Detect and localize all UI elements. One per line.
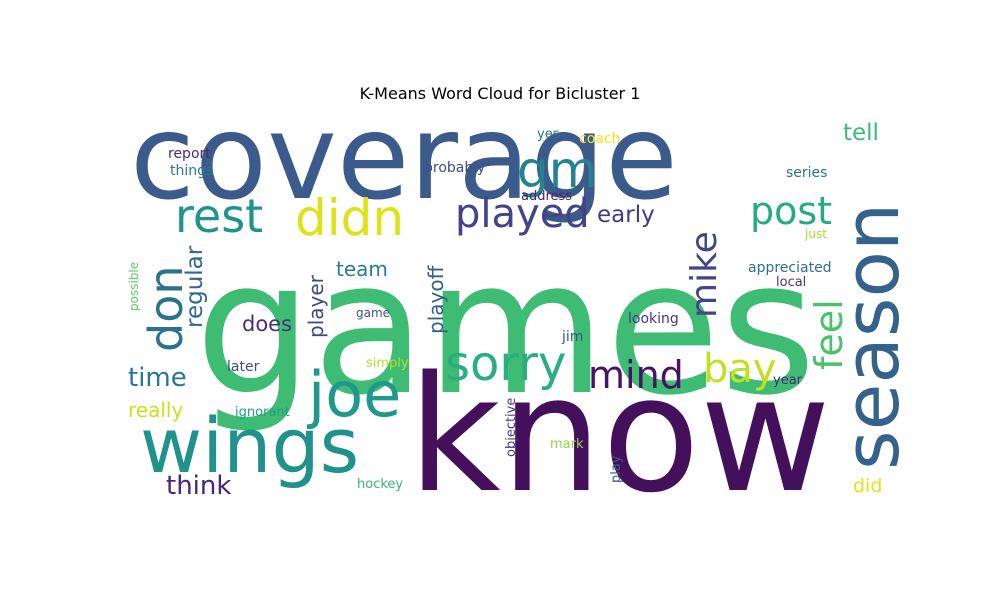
- word-objective: objective: [504, 398, 519, 457]
- word-address: address: [521, 189, 572, 204]
- word-playoff: playoff: [424, 264, 448, 334]
- word-rest: rest: [175, 189, 263, 243]
- word-year: year: [773, 373, 803, 388]
- word-looking: looking: [628, 311, 679, 327]
- word-jim: jim: [561, 329, 583, 345]
- word-games: games: [195, 220, 816, 436]
- word-report: report: [168, 146, 211, 162]
- word-does: does: [242, 312, 292, 336]
- word-simply: simply: [366, 356, 409, 371]
- word-play: play: [609, 455, 624, 483]
- word-mike: mike: [684, 231, 725, 318]
- word-season: season: [827, 203, 916, 470]
- word-local: local: [776, 275, 806, 290]
- word-mind: mind: [588, 353, 684, 397]
- word-don: don: [139, 266, 193, 353]
- word-gm: gm: [517, 141, 597, 199]
- word-mark: mark: [550, 437, 584, 452]
- word-player: player: [304, 274, 328, 338]
- word-joe: joe: [306, 358, 401, 431]
- word-wings: wings: [140, 401, 359, 490]
- word-team: team: [336, 257, 388, 281]
- word-played: played: [455, 191, 590, 237]
- word-possible: possible: [127, 262, 141, 311]
- word-think: think: [166, 471, 231, 501]
- word-feel: feel: [807, 299, 851, 370]
- word-ignorant: ignorant: [235, 405, 290, 420]
- word-later: later: [227, 359, 260, 375]
- word-just: just: [804, 227, 827, 241]
- word-yes: yes: [537, 127, 560, 142]
- word-sorry: sorry: [445, 336, 566, 392]
- word-things: things: [170, 163, 213, 179]
- word-early: early: [597, 202, 655, 228]
- word-didn: didn: [295, 189, 404, 247]
- word-series: series: [786, 165, 827, 181]
- word-know: know: [408, 341, 831, 528]
- word-time: time: [128, 363, 187, 393]
- word-post: post: [750, 189, 832, 233]
- word-bay: bay: [703, 346, 777, 392]
- word-coverage: coverage: [130, 88, 678, 226]
- page-title: K-Means Word Cloud for Bicluster 1: [359, 84, 641, 103]
- word-coach: coach: [579, 131, 620, 147]
- word-game: game: [356, 306, 390, 320]
- word-tell: tell: [843, 120, 879, 146]
- word-did: did: [853, 475, 882, 497]
- word-probably: probably: [424, 160, 485, 176]
- word-appreciated: appreciated: [748, 260, 832, 276]
- word-hockey: hockey: [357, 477, 403, 492]
- word-regular: regular: [182, 245, 208, 328]
- word-really: really: [128, 398, 183, 422]
